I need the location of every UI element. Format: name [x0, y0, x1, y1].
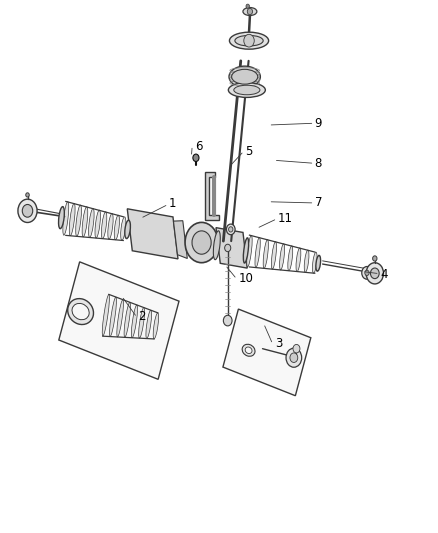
Ellipse shape	[228, 83, 265, 98]
Circle shape	[373, 256, 377, 261]
Circle shape	[229, 227, 233, 232]
Ellipse shape	[108, 214, 113, 239]
Ellipse shape	[124, 302, 131, 337]
Ellipse shape	[288, 246, 293, 271]
Ellipse shape	[312, 252, 317, 273]
Ellipse shape	[247, 235, 252, 267]
Ellipse shape	[95, 210, 100, 238]
Polygon shape	[223, 309, 311, 395]
Circle shape	[26, 193, 29, 197]
Ellipse shape	[117, 300, 124, 337]
Ellipse shape	[82, 207, 88, 237]
Circle shape	[225, 244, 231, 252]
Text: 6: 6	[195, 140, 202, 153]
Ellipse shape	[304, 250, 309, 272]
Ellipse shape	[316, 255, 321, 271]
Circle shape	[371, 268, 379, 279]
Ellipse shape	[59, 207, 64, 229]
Circle shape	[293, 344, 300, 353]
Ellipse shape	[114, 215, 120, 240]
Circle shape	[193, 154, 199, 161]
Ellipse shape	[125, 220, 131, 239]
Ellipse shape	[121, 217, 126, 240]
Circle shape	[246, 4, 250, 9]
Text: 2: 2	[138, 310, 146, 324]
Ellipse shape	[139, 308, 145, 338]
Ellipse shape	[110, 297, 117, 336]
Ellipse shape	[102, 212, 107, 239]
Circle shape	[18, 199, 37, 222]
Polygon shape	[59, 262, 179, 379]
Ellipse shape	[235, 35, 263, 46]
Ellipse shape	[88, 208, 94, 238]
Ellipse shape	[279, 244, 285, 270]
Text: 8: 8	[315, 157, 322, 169]
Polygon shape	[216, 228, 247, 268]
Circle shape	[185, 222, 218, 263]
Ellipse shape	[234, 85, 260, 95]
Ellipse shape	[63, 201, 69, 235]
Text: 9: 9	[315, 117, 322, 130]
Ellipse shape	[230, 32, 268, 49]
Text: 5: 5	[245, 145, 252, 158]
Circle shape	[223, 316, 232, 326]
Ellipse shape	[229, 66, 260, 87]
Ellipse shape	[213, 231, 220, 260]
Text: 1: 1	[169, 197, 177, 211]
Ellipse shape	[245, 347, 252, 353]
Ellipse shape	[296, 248, 301, 271]
Text: 3: 3	[275, 337, 282, 350]
Ellipse shape	[102, 294, 110, 336]
Ellipse shape	[255, 237, 260, 268]
Ellipse shape	[242, 344, 255, 356]
Circle shape	[192, 231, 211, 254]
Ellipse shape	[243, 7, 257, 15]
Polygon shape	[127, 209, 178, 259]
Ellipse shape	[131, 305, 138, 338]
Ellipse shape	[69, 203, 75, 236]
Circle shape	[22, 205, 33, 217]
Ellipse shape	[272, 241, 276, 269]
Ellipse shape	[76, 205, 81, 236]
Circle shape	[290, 353, 298, 362]
Text: 11: 11	[278, 212, 293, 225]
Ellipse shape	[232, 69, 258, 84]
Circle shape	[366, 263, 384, 284]
Text: 7: 7	[315, 196, 322, 209]
Polygon shape	[173, 221, 187, 259]
Circle shape	[362, 266, 372, 279]
Circle shape	[244, 34, 254, 47]
Circle shape	[247, 9, 253, 15]
Circle shape	[365, 270, 369, 276]
Ellipse shape	[72, 303, 89, 320]
Polygon shape	[205, 172, 219, 220]
Circle shape	[226, 224, 235, 235]
Circle shape	[286, 348, 302, 367]
Text: 10: 10	[239, 272, 254, 285]
Ellipse shape	[153, 313, 159, 339]
Ellipse shape	[68, 298, 93, 325]
Ellipse shape	[244, 238, 249, 263]
Ellipse shape	[263, 239, 268, 269]
Ellipse shape	[146, 310, 152, 338]
Text: 4: 4	[380, 268, 388, 281]
